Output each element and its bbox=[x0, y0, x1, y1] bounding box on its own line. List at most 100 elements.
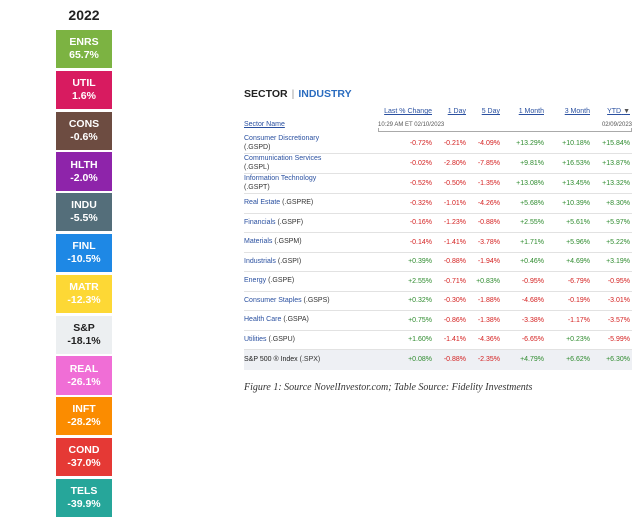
cell-m1: -6.65% bbox=[521, 336, 544, 344]
sector-symbol: (.GSPRE) bbox=[282, 199, 314, 206]
sector-tile: TELS -39.9% bbox=[56, 478, 112, 518]
sector-tile: FINL -10.5% bbox=[56, 233, 112, 273]
cell-d5: -7.85% bbox=[477, 160, 500, 167]
cell-last: -0.52% bbox=[409, 180, 432, 187]
cell-m1: +0.46% bbox=[520, 258, 544, 266]
cell-ytd: +13.32% bbox=[602, 180, 630, 187]
year-title: 2022 bbox=[68, 7, 100, 23]
tile-value: 65.7% bbox=[69, 49, 99, 62]
tile-value: -37.0% bbox=[67, 457, 101, 470]
sector-name: Utilities bbox=[244, 335, 267, 343]
tile-code: ENRS bbox=[69, 36, 99, 49]
sector-name: Consumer Staples bbox=[244, 296, 302, 304]
tile-value: -28.2% bbox=[67, 416, 101, 429]
header-1-day[interactable]: 1 Day bbox=[447, 108, 466, 115]
sector-name: Real Estate bbox=[244, 199, 281, 206]
sector-name: Communication Services bbox=[244, 155, 322, 162]
cell-ytd: -5.99% bbox=[607, 336, 630, 344]
tab-industry[interactable]: INDUSTRY bbox=[298, 88, 352, 100]
cell-m1: +5.68% bbox=[520, 199, 544, 207]
sector-performance-table: SECTOR | INDUSTRY Last % Change 1 Day 5 Da… bbox=[244, 88, 632, 370]
cell-m1: -0.95% bbox=[521, 277, 544, 285]
sector-name: S&P 500 ® Index bbox=[244, 355, 298, 363]
sector-name-link[interactable]: Information Technology (.GSPT) bbox=[244, 175, 378, 192]
cell-d5: -1.35% bbox=[477, 180, 500, 187]
tile-code: MATR bbox=[69, 280, 99, 293]
sector-symbol: (.SPX) bbox=[299, 355, 321, 363]
tile-value: -39.9% bbox=[67, 497, 101, 510]
cell-ytd: +13.87% bbox=[602, 160, 630, 167]
cell-m1: +4.79% bbox=[520, 356, 544, 364]
cell-m3: +10.18% bbox=[562, 140, 590, 147]
cell-ytd: +5.22% bbox=[606, 238, 630, 246]
sector-name-link[interactable]: Consumer Staples (.GSPS) bbox=[244, 297, 378, 306]
sector-name: Health Care bbox=[244, 316, 282, 323]
sector-symbol: (.GSPL) bbox=[244, 163, 270, 171]
header-ytd[interactable]: YTD ▼ bbox=[590, 108, 630, 118]
tile-value: -10.5% bbox=[67, 253, 101, 266]
cell-last: +2.55% bbox=[408, 277, 432, 285]
sector-name: Financials bbox=[244, 218, 276, 226]
sector-name: Energy bbox=[244, 277, 267, 284]
sector-tile: MATR -12.3% bbox=[56, 274, 112, 314]
cell-last: -0.02% bbox=[409, 160, 432, 167]
sector-tile: REAL -26.1% bbox=[56, 356, 112, 395]
header-last-change[interactable]: Last % Change bbox=[384, 108, 432, 115]
sector-symbol: (.GSPS) bbox=[303, 296, 330, 304]
sector-name-link[interactable]: Materials (.GSPM) bbox=[244, 238, 378, 247]
cell-d1: -0.88% bbox=[443, 356, 466, 364]
cell-d5: -1.88% bbox=[477, 297, 500, 305]
tile-value: 1.6% bbox=[72, 89, 96, 102]
sector-name-link[interactable]: Communication Services (.GSPL) bbox=[244, 155, 378, 172]
sector-name-link[interactable]: Energy (.GSPE) bbox=[244, 277, 378, 286]
header-sector-name[interactable]: Sector Name bbox=[244, 121, 285, 128]
sector-name: Industrials bbox=[244, 257, 276, 265]
cell-ytd: -3.57% bbox=[607, 316, 630, 324]
sector-name-link[interactable]: Utilities (.GSPU) bbox=[244, 336, 378, 345]
cell-ytd: +6.30% bbox=[606, 356, 630, 364]
table-row: Industrials (.GSPI) +0.39% -0.88% -1.94% +0.… bbox=[244, 253, 632, 272]
cell-m3: -0.19% bbox=[567, 297, 590, 305]
tile-value: -18.1% bbox=[67, 334, 101, 347]
tile-code: UTIL bbox=[72, 76, 96, 89]
cell-m3: +5.61% bbox=[566, 219, 590, 227]
cell-d5: -3.78% bbox=[477, 238, 500, 246]
header-5-day[interactable]: 5 Day bbox=[481, 108, 500, 115]
cell-last: +1.60% bbox=[408, 336, 432, 344]
table-row: Utilities (.GSPU) +1.60% -1.41% -4.36% -6.65… bbox=[244, 331, 632, 350]
sector-name-link[interactable]: Real Estate (.GSPRE) bbox=[244, 199, 378, 208]
cell-m3: +5.96% bbox=[566, 238, 590, 246]
cell-last: -0.16% bbox=[409, 219, 432, 227]
sector-symbol: (.GSPA) bbox=[283, 316, 309, 323]
sector-name-link[interactable]: Financials (.GSPF) bbox=[244, 219, 378, 228]
tile-value: -12.3% bbox=[67, 293, 101, 306]
cell-d1: -1.41% bbox=[443, 336, 466, 344]
table-row: Real Estate (.GSPRE) -0.32% -1.01% -4.26% +5… bbox=[244, 194, 632, 214]
cell-ytd: +8.30% bbox=[606, 199, 630, 207]
tile-value: -2.0% bbox=[70, 171, 98, 184]
header-spacer bbox=[244, 108, 378, 118]
sector-symbol: (.GSPE) bbox=[268, 277, 295, 284]
cell-ytd: +3.19% bbox=[606, 258, 630, 266]
cell-m3: +16.53% bbox=[562, 160, 590, 167]
sector-name-link[interactable]: Consumer Discretionary (.GSPD) bbox=[244, 135, 378, 152]
cell-last: -0.32% bbox=[409, 199, 432, 207]
cell-d5: -4.26% bbox=[477, 199, 500, 207]
sector-returns-column: 2022 ENRS 65.7% UTIL 1.6% CONS -0.6% HLTH -2.0%… bbox=[56, 4, 112, 520]
header-3-month[interactable]: 3 Month bbox=[564, 108, 590, 115]
table-row: Financials (.GSPF) -0.16% -1.23% -0.88% +2.5… bbox=[244, 214, 632, 233]
tile-code: FINL bbox=[72, 240, 96, 253]
cell-m3: +0.23% bbox=[566, 336, 590, 344]
cell-m1: +2.55% bbox=[520, 219, 544, 227]
sector-name-link[interactable]: Industrials (.GSPI) bbox=[244, 258, 378, 267]
sector-symbol: (.GSPU) bbox=[268, 335, 295, 343]
header-1-month[interactable]: 1 Month bbox=[518, 108, 544, 115]
sector-symbol: (.GSPI) bbox=[277, 257, 302, 265]
tab-sector[interactable]: SECTOR bbox=[244, 88, 288, 100]
sector-tile: UTIL 1.6% bbox=[56, 70, 112, 110]
table-row: Communication Services (.GSPL) -0.02% -2.8… bbox=[244, 154, 632, 174]
figure-caption: Figure 1: Source NovelInvestor.com; Tabl… bbox=[244, 382, 533, 393]
cell-d1: -0.30% bbox=[443, 297, 466, 305]
sector-name-link[interactable]: Health Care (.GSPA) bbox=[244, 316, 378, 325]
sector-symbol: (.GSPF) bbox=[277, 218, 304, 226]
